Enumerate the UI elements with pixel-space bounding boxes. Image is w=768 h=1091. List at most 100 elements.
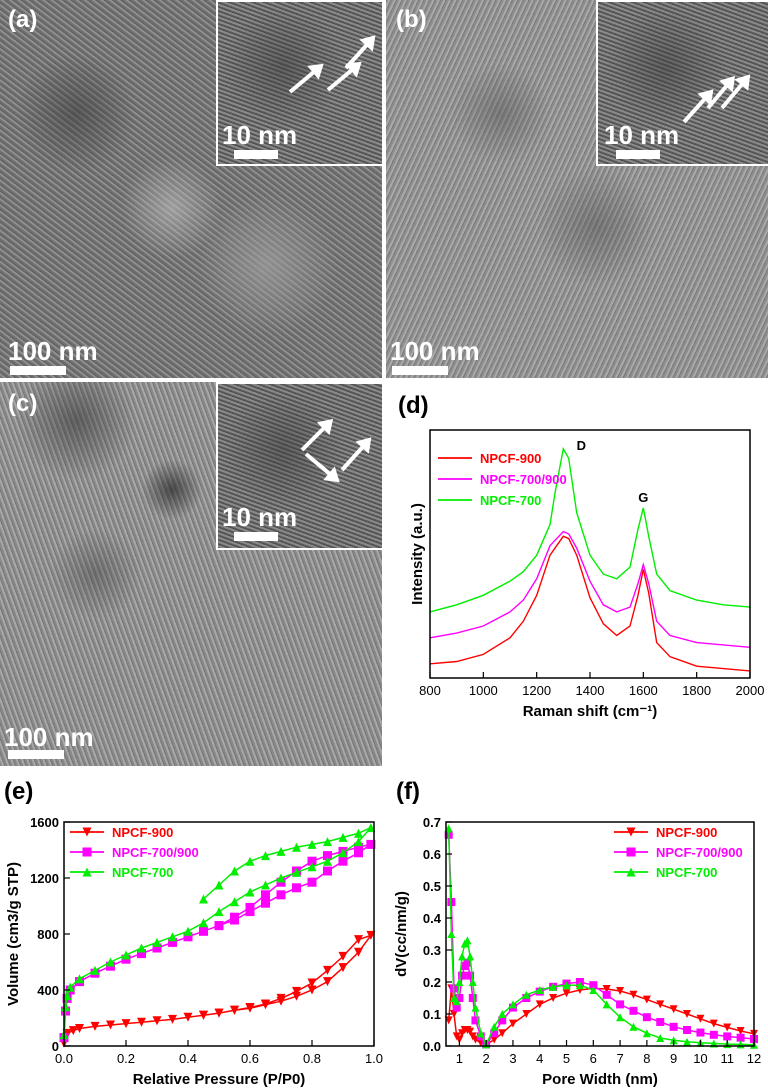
data-point (723, 1023, 732, 1032)
data-point (629, 1006, 638, 1015)
arrow-icon (304, 452, 338, 482)
x-tick-label: 0.4 (179, 1051, 197, 1066)
scale-bar-c (8, 750, 64, 759)
data-point (354, 947, 363, 957)
data-point (199, 1010, 208, 1020)
data-point (168, 937, 177, 947)
data-point (723, 1032, 732, 1041)
data-point (276, 873, 286, 883)
data-point (276, 890, 286, 900)
data-point (214, 1008, 224, 1018)
x-axis-label: Raman shift (cm⁻¹) (523, 703, 658, 720)
raman-chart: 800 1000 1200 1400 1600 1800 2000 Raman shift (… (409, 429, 764, 720)
data-point (137, 943, 146, 953)
data-point (626, 847, 636, 857)
data-point (642, 1013, 651, 1022)
tem-image-c: (c) 10 nm 100 nm (0, 382, 382, 766)
x-tick-label: 800 (419, 683, 441, 698)
data-point (276, 993, 286, 1003)
data-point (709, 1030, 718, 1039)
arrow-icon (300, 420, 332, 452)
legend-label: NPCF-700/900 (656, 845, 743, 860)
data-point (354, 828, 363, 838)
data-point (214, 907, 224, 917)
panel-label-b: (b) (396, 6, 427, 33)
data-point (463, 936, 472, 945)
data-point (292, 867, 301, 877)
data-point (466, 971, 475, 980)
y-tick-label: 0.0 (423, 1039, 441, 1054)
plot-frame (445, 821, 755, 1047)
data-point (366, 839, 376, 849)
data-point (642, 1029, 651, 1038)
data-point (292, 883, 301, 893)
inset-scale-bar-c (234, 532, 278, 541)
tem-inset-c: 10 nm (216, 382, 382, 550)
data-point (508, 1019, 517, 1028)
series-line-1 (429, 530, 751, 648)
data-point (106, 957, 115, 967)
data-point (137, 949, 146, 959)
data-point (323, 837, 332, 847)
data-point (199, 894, 208, 904)
data-point (463, 958, 472, 967)
data-point (307, 978, 317, 988)
data-point (183, 1012, 193, 1022)
data-point (183, 932, 193, 942)
data-point (152, 1016, 162, 1026)
data-point (562, 989, 571, 998)
y-tick-label: 0 (52, 1039, 59, 1054)
data-point (471, 1003, 480, 1012)
x-tick-label: 1.0 (365, 1051, 383, 1066)
data-point (562, 981, 571, 990)
series-line-2 (447, 828, 755, 1047)
x-tick-label: 0.2 (117, 1051, 135, 1066)
data-point (354, 935, 363, 945)
data-point (602, 1000, 611, 1009)
data-point (508, 1000, 517, 1009)
data-point (338, 856, 348, 866)
data-point (338, 848, 348, 858)
panel-label-a: (a) (8, 6, 38, 33)
legend-label: NPCF-700 (656, 865, 717, 880)
data-point (323, 977, 332, 987)
data-point (121, 1019, 131, 1029)
tem-image-b: (b) 10 nm 100 nm (386, 0, 768, 378)
data-point (261, 880, 270, 890)
data-point (183, 926, 193, 936)
data-point (323, 965, 332, 975)
data-point (245, 902, 255, 912)
data-point (656, 1034, 665, 1042)
y-tick-label: 0.1 (423, 1007, 441, 1022)
data-point (121, 950, 131, 960)
pore-distribution-chart: 1 2 3 4 5 6 7 8 9 10 11 120.00.10.20.30.40.50.60.7P… (393, 815, 761, 1088)
series-line-0 (429, 535, 751, 672)
data-point (683, 1026, 692, 1034)
scale-label-b: 100 nm (390, 336, 480, 366)
data-point (468, 978, 477, 986)
data-point (522, 990, 531, 999)
data-point (656, 1018, 665, 1026)
data-point (458, 952, 467, 961)
data-point (490, 1022, 499, 1031)
arrow-icon (326, 62, 360, 92)
data-point (82, 827, 92, 837)
data-point (642, 995, 651, 1004)
data-point (535, 986, 544, 994)
data-point (354, 837, 363, 847)
y-tick-label: 0.3 (423, 943, 441, 958)
data-point (366, 930, 376, 940)
data-point (616, 1013, 625, 1022)
data-point (307, 877, 317, 887)
data-point (447, 930, 456, 938)
tem-inset-a: 10 nm (216, 0, 382, 166)
data-point (338, 832, 348, 842)
data-point (549, 994, 558, 1002)
data-point (82, 867, 92, 877)
data-point (307, 856, 317, 866)
data-point (669, 1022, 678, 1031)
data-point (455, 1035, 464, 1044)
x-axis-label: Pore Width (nm) (542, 1071, 658, 1088)
arrow-icon (288, 64, 322, 94)
y-tick-label: 0.7 (423, 815, 441, 830)
